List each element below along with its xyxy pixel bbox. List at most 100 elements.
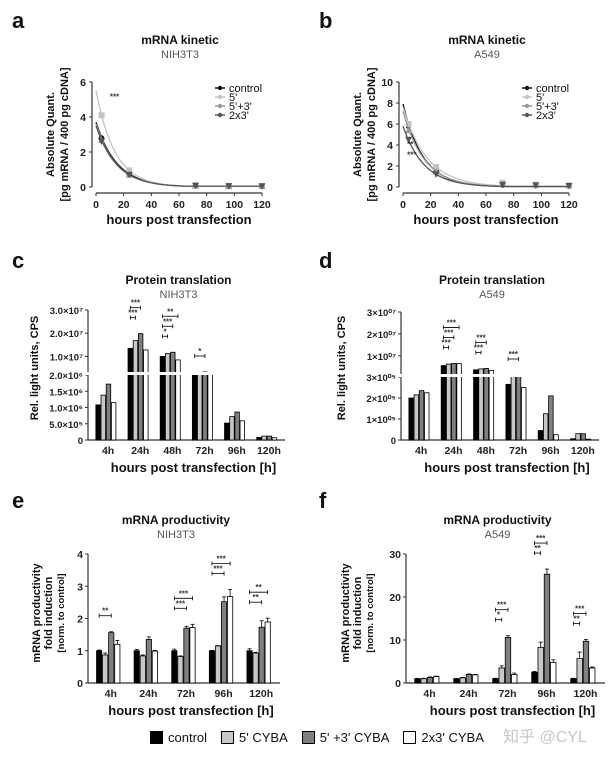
chart-subtitle: A549	[474, 49, 500, 61]
x-tick-label: 0	[400, 199, 406, 211]
y-tick-label: 2.0×10⁷	[50, 329, 83, 340]
x-axis-label: hours post transfection [h]	[111, 460, 276, 475]
y-axis-label: Rel. light units, CPS	[29, 316, 41, 421]
legend-label: control	[536, 83, 569, 95]
legend-swatch	[150, 731, 163, 744]
x-tick-label: 24h	[131, 445, 149, 457]
y-tick-label: 3.0×10⁷	[50, 306, 83, 317]
bar	[570, 678, 577, 684]
y-tick-label: 3×10⁰⁵	[366, 373, 396, 384]
x-tick-label: 96h	[541, 445, 559, 457]
significance-label: *	[497, 611, 501, 620]
x-tick-label: 4h	[102, 445, 114, 457]
y-tick-label: 10	[381, 77, 393, 89]
bar	[414, 678, 421, 684]
bar	[498, 667, 505, 684]
x-tick-label: 4h	[423, 688, 435, 700]
chart-subtitle: NIH3T3	[157, 529, 195, 541]
y-axis-label: [pg mRNA / 400 pg cDNA]	[366, 67, 378, 201]
bar	[224, 422, 230, 441]
bar	[537, 646, 544, 684]
legend-marker	[524, 94, 530, 100]
axis-break-gap	[84, 372, 285, 375]
x-tick-label: 96h	[537, 688, 555, 700]
bar	[127, 347, 133, 441]
bar	[543, 413, 549, 441]
watermark: 知乎 @CYL	[503, 729, 587, 746]
bar	[96, 650, 103, 684]
data-point	[532, 182, 540, 189]
bar	[264, 621, 271, 684]
bar	[133, 650, 140, 684]
x-tick-label: 72h	[196, 445, 214, 457]
bar	[105, 383, 112, 441]
panel-letter: e	[12, 488, 24, 513]
bar	[227, 596, 234, 684]
bar	[511, 673, 518, 684]
bar	[183, 627, 190, 684]
y-tick-label: 30	[389, 549, 401, 561]
y-tick-label: 3	[77, 581, 83, 593]
panel-d: d Protein translation A549 0 1×10⁰⁵ 2×10⁰⁵ 3×1…	[307, 240, 614, 480]
bar	[575, 433, 581, 441]
bar	[505, 383, 511, 441]
bar	[246, 650, 253, 684]
y-axis-label: fold induction	[352, 576, 364, 649]
bar	[252, 652, 259, 684]
x-tick-label: 72h	[509, 445, 527, 457]
bar	[197, 372, 203, 441]
x-tick-label: 80	[201, 199, 213, 211]
significance-label: ***	[110, 93, 120, 102]
bar	[100, 394, 106, 441]
bar	[473, 369, 479, 441]
significance-label: ***	[213, 564, 223, 573]
chart-e: e mRNA productivity NIH3T3 0 1 2 3 4 4h 24h 72h 96h…	[12, 488, 280, 718]
bar	[472, 674, 479, 684]
bar	[420, 678, 427, 684]
fit-curve-2x3	[402, 125, 569, 188]
significance-label: ***	[163, 317, 173, 326]
significance-label: ***	[179, 589, 189, 598]
chart-subtitle: NIH3T3	[161, 49, 199, 61]
panel-letter: c	[12, 248, 24, 273]
legend-item-control: control	[150, 730, 207, 745]
significance-label: ***	[474, 343, 484, 352]
bar	[580, 433, 586, 441]
bar	[459, 677, 466, 684]
chart-title: Protein translation	[125, 273, 231, 287]
significance-label: ***	[536, 534, 546, 543]
chart-title: mRNA kinetic	[141, 33, 219, 47]
legend-marker	[217, 94, 223, 100]
bar	[132, 340, 139, 441]
y-tick-label: 20	[389, 592, 401, 604]
bar	[221, 601, 228, 684]
legend-item-5-3-cyba: 5' +3' CYBA	[301, 730, 390, 745]
legend-label: 2x3'	[536, 110, 556, 122]
bar	[451, 363, 457, 441]
bar	[456, 363, 462, 441]
significance-label: ***	[216, 554, 226, 563]
legend-item-5-cyba: 5' CYBA	[221, 730, 288, 745]
chart-title: mRNA kinetic	[448, 33, 526, 47]
significance-label: ***	[497, 601, 507, 610]
bar	[256, 436, 262, 441]
y-tick-label: 0	[77, 678, 83, 690]
panel-letter: f	[319, 488, 327, 513]
y-tick-label: 4	[387, 140, 393, 152]
bar	[515, 374, 522, 441]
bar	[108, 632, 115, 684]
significance-label: *	[198, 347, 202, 356]
legend-label: 5' +3' CYBA	[319, 730, 390, 745]
bar	[440, 365, 447, 441]
x-tick-label: 48h	[477, 445, 495, 457]
significance-label: ***	[441, 338, 451, 347]
y-axis-label: [pg mRNA / 400 pg cDNA]	[59, 67, 71, 201]
bar	[271, 437, 278, 441]
significance-label: ***	[128, 309, 138, 318]
bar	[202, 371, 208, 441]
panel-letter: d	[319, 248, 332, 273]
bar	[175, 359, 181, 441]
bar	[488, 370, 495, 441]
y-tick-label: 1	[77, 646, 83, 658]
chart-title: mRNA productivity	[122, 513, 231, 527]
